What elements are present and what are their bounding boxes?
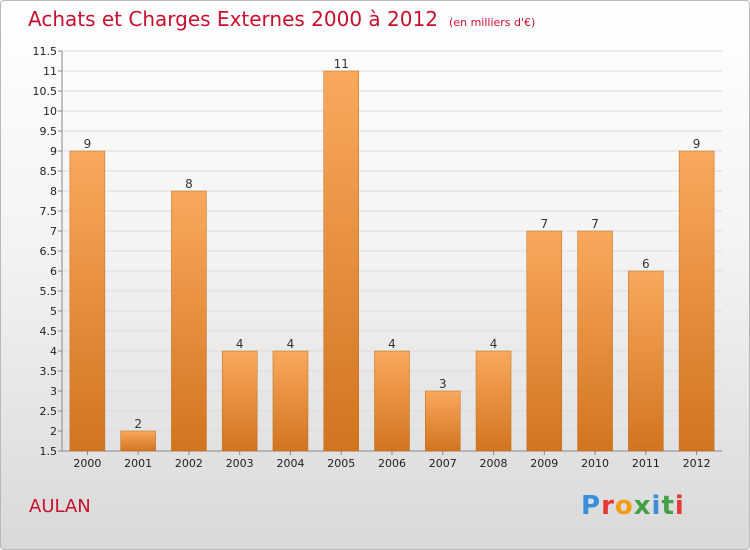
y-tick-label: 7.5 — [40, 205, 58, 218]
y-tick-label: 8.5 — [40, 165, 58, 178]
logo-letter: i — [674, 491, 685, 521]
y-tick-label: 2 — [50, 425, 57, 438]
x-tick-label: 2010 — [581, 457, 609, 470]
data-label-2006: 4 — [388, 337, 396, 351]
data-label-2007: 3 — [439, 377, 447, 391]
bars — [69, 70, 715, 452]
data-label-2005: 11 — [334, 57, 349, 71]
y-tick-label: 4.5 — [40, 325, 58, 338]
y-tick-label: 8 — [50, 185, 57, 198]
data-label-2004: 4 — [287, 337, 295, 351]
bar-2003 — [221, 350, 258, 452]
y-tick-label: 11 — [43, 65, 57, 78]
logo-letter: t — [661, 491, 675, 521]
y-tick-label: 7 — [50, 225, 57, 238]
x-tick-label: 2004 — [276, 457, 304, 470]
data-label-2011: 6 — [642, 257, 650, 271]
x-tick-label: 2005 — [327, 457, 355, 470]
labels: 1.5 2 2.5 3 3.5 4 4.5 5 5.5 6 6.5 7 7.5 8 8.5 9 9.5 10 10.… — [33, 45, 711, 470]
data-label-2001: 2 — [134, 417, 142, 431]
data-label-2008: 4 — [490, 337, 498, 351]
x-tick-label: 2001 — [124, 457, 152, 470]
proxiti-logo: Proxiti — [581, 491, 685, 521]
x-tick-label: 2008 — [480, 457, 508, 470]
y-tick-label: 4 — [50, 345, 57, 358]
x-tick-label: 2012 — [683, 457, 711, 470]
logo-letter: o — [614, 491, 634, 521]
y-tick-label: 10 — [43, 105, 57, 118]
x-tick-label: 2003 — [226, 457, 254, 470]
data-label-2012: 9 — [693, 137, 701, 151]
bar-2011 — [628, 270, 664, 452]
title-unit: (en milliers d'€) — [449, 16, 536, 29]
y-tick-label: 6 — [50, 265, 57, 278]
y-tick-label: 3 — [50, 385, 57, 398]
x-tick-label: 2009 — [530, 457, 558, 470]
bar-2006 — [374, 350, 410, 452]
bar-2012 — [678, 150, 715, 452]
y-tick-label: 9.5 — [40, 125, 58, 138]
data-label-2010: 7 — [591, 217, 599, 231]
logo-letter: r — [601, 491, 615, 521]
x-tick-label: 2002 — [175, 457, 203, 470]
y-tick-label: 11.5 — [33, 45, 58, 58]
logo-letter: i — [651, 491, 662, 521]
data-label-2003: 4 — [236, 337, 244, 351]
y-tick-label: 9 — [50, 145, 57, 158]
logo-letter: P — [581, 491, 602, 521]
data-label-2000: 9 — [84, 137, 92, 151]
y-tick-label: 3.5 — [40, 365, 58, 378]
y-tick-label: 1.5 — [40, 445, 58, 458]
bar-2002 — [171, 190, 207, 452]
data-label-2002: 8 — [185, 177, 193, 191]
y-tick-label: 10.5 — [33, 85, 58, 98]
bar-2008 — [475, 350, 512, 452]
bar-2005 — [323, 70, 359, 452]
chart-title: Achats et Charges Externes 2000 à 2012 (… — [28, 7, 535, 31]
x-tick-label: 2007 — [429, 457, 457, 470]
bar-2009 — [526, 230, 563, 452]
y-tick-label: 5.5 — [40, 285, 58, 298]
bar-2007 — [425, 390, 461, 452]
y-tick-label: 6.5 — [40, 245, 58, 258]
bar-2001 — [120, 430, 156, 452]
y-tick-label: 5 — [50, 305, 57, 318]
logo-letter: x — [633, 491, 652, 521]
commune-name: AULAN — [29, 496, 91, 517]
y-tick-label: 2.5 — [40, 405, 58, 418]
title-text: Achats et Charges Externes 2000 à 2012 — [28, 7, 438, 31]
data-label-2009: 7 — [540, 217, 548, 231]
bar-2010 — [577, 230, 613, 452]
x-tick-label: 2000 — [73, 457, 101, 470]
bar-2004 — [272, 350, 309, 452]
x-tick-label: 2011 — [632, 457, 660, 470]
x-tick-label: 2006 — [378, 457, 406, 470]
bar-2000 — [69, 150, 106, 452]
